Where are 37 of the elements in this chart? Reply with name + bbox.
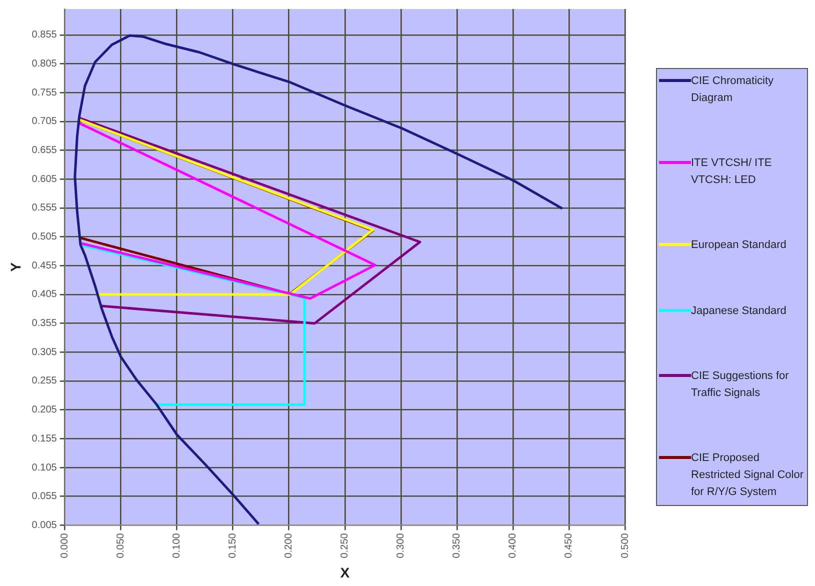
y-tick-label: 0.705: [32, 116, 58, 128]
x-tick-label: 0.350: [452, 532, 463, 558]
y-tick-label: 0.655: [32, 145, 58, 156]
legend-label: CIE Suggestions for Traffic Signals: [691, 368, 790, 401]
legend-label: European Standard: [691, 238, 786, 254]
y-axis-title: Y: [7, 262, 24, 272]
y-tick-label: 0.505: [32, 232, 58, 243]
legend-label: CIE Chromaticity Diagram: [691, 74, 775, 106]
x-tick-label: 0.100: [172, 532, 183, 558]
legend-label: CIE Proposed Restricted Signal Color for R/Y/G System: [691, 450, 804, 500]
x-tick-label: 0.050: [116, 532, 127, 558]
y-tick-label: 0.605: [32, 174, 58, 185]
y-tick-label: 0.355: [32, 318, 58, 330]
x-tick-label: 0.400: [508, 532, 519, 558]
y-tick-label: 0.005: [32, 520, 58, 531]
y-tick-label: 0.855: [32, 30, 58, 41]
x-tick-label: 0.000: [60, 532, 71, 558]
y-tick-label: 0.555: [32, 202, 58, 214]
y-tick-label: 0.755: [32, 87, 58, 98]
y-tick-label: 0.155: [32, 433, 58, 444]
x-tick-label: 0.200: [284, 532, 295, 558]
y-tick-label: 0.105: [32, 462, 58, 474]
y-tick-label: 0.055: [32, 491, 58, 502]
y-tick-label: 0.805: [32, 58, 58, 70]
x-tick-label: 0.450: [564, 532, 575, 558]
y-tick-label: 0.455: [32, 260, 58, 272]
y-tick-label: 0.305: [32, 346, 58, 358]
x-tick-label: 0.500: [620, 532, 631, 558]
x-tick-label: 0.300: [396, 532, 407, 558]
x-axis-title: X: [340, 564, 350, 580]
legend-label: ITE VTCSH/ ITE VTCSH: LED: [691, 156, 773, 188]
y-tick-label: 0.255: [32, 376, 58, 387]
x-tick-label: 0.150: [228, 532, 239, 558]
y-tick-label: 0.205: [32, 404, 58, 416]
y-tick-label: 0.405: [32, 289, 58, 300]
legend-label: Japanese Standard: [691, 304, 786, 319]
x-tick-label: 0.250: [340, 532, 351, 558]
